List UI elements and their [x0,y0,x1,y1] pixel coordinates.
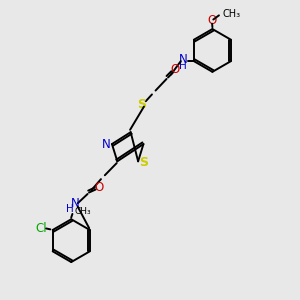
Text: O: O [170,63,179,76]
Text: Cl: Cl [36,222,47,235]
Text: S: S [137,98,146,111]
Text: O: O [207,14,216,27]
Text: CH₃: CH₃ [74,207,91,216]
Text: O: O [94,181,103,194]
Text: H: H [179,61,187,71]
Text: N: N [70,197,79,210]
Text: N: N [179,53,188,66]
Text: S: S [139,156,148,169]
Text: H: H [66,204,73,214]
Text: N: N [102,138,111,151]
Text: CH₃: CH₃ [223,9,241,19]
